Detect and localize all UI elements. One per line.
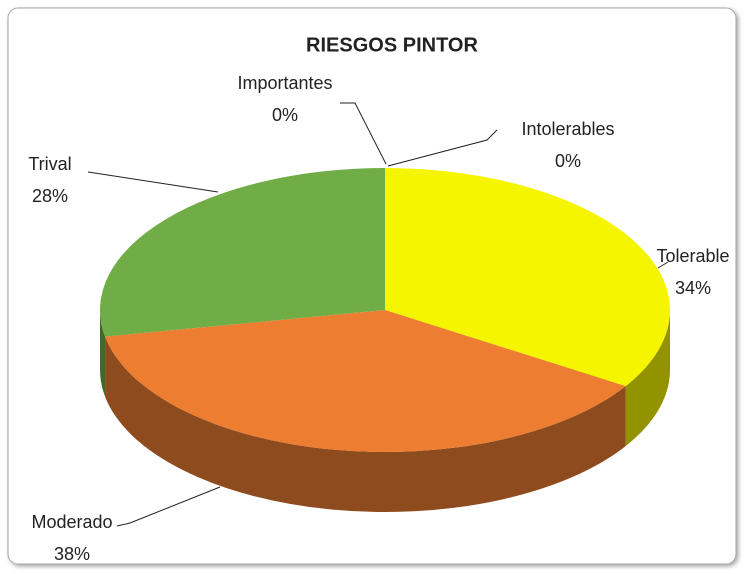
slice-side: [105, 336, 626, 513]
slice: [105, 310, 626, 453]
slice-label: Trival: [28, 154, 71, 174]
slice-value-label: 0%: [272, 105, 298, 125]
slice-label: Importantes: [237, 73, 332, 93]
slice-value-label: 38%: [54, 544, 90, 564]
slice-value-label: 28%: [32, 186, 68, 206]
leader-line: [657, 261, 669, 269]
slice-side: [625, 310, 670, 447]
slice: [99, 168, 385, 337]
slice-label: Tolerable: [656, 246, 729, 266]
slice-value-label: 0%: [555, 151, 581, 171]
slice-side: [100, 310, 106, 397]
slice-value-label: 34%: [675, 278, 711, 298]
slice-label: Moderado: [31, 512, 112, 532]
slice-label: Intolerables: [521, 119, 614, 139]
leader-line: [340, 102, 387, 165]
leader-line: [87, 171, 219, 193]
chart-title: RIESGOS PINTOR: [306, 34, 478, 56]
slice: [385, 168, 670, 387]
leader-line: [387, 129, 498, 167]
pie: [99, 168, 670, 513]
leader-line: [116, 486, 221, 527]
